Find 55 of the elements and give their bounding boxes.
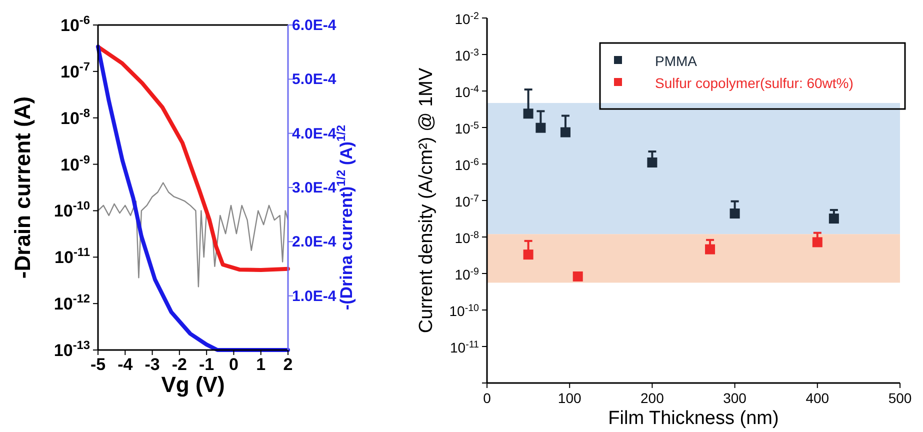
y-tick-label: 10$^{-11}$ xyxy=(54,245,90,268)
x-tick-label: 2 xyxy=(283,355,293,374)
y-tick-label: 10$^{-5}$ xyxy=(454,120,480,136)
x-axis-title: Film Thickness (nm) xyxy=(608,408,779,429)
x-tick-label: -3 xyxy=(144,355,160,374)
y-tick-label: 10$^{-7}$ xyxy=(60,59,90,82)
x-tick-label: 400 xyxy=(806,390,830,406)
y2-tick-label: 4.0E-4 xyxy=(292,125,337,142)
x-tick-label: 0 xyxy=(483,390,492,406)
y-axis-title: -Drain current (A) xyxy=(10,96,35,279)
point xyxy=(647,157,658,168)
x-tick-label: 300 xyxy=(723,390,747,406)
y-tick-label: 10$^{-7}$ xyxy=(454,193,479,210)
y-tick-label: 10$^{-2}$ xyxy=(454,10,479,27)
y-tick-label: 10$^{-8}$ xyxy=(454,230,480,246)
y2-tick-label: 1.0E-4 xyxy=(292,288,337,305)
line-series xyxy=(97,182,289,288)
point xyxy=(523,108,534,119)
y-tick-label: 10$^{-10}$ xyxy=(54,198,90,221)
point xyxy=(705,244,716,254)
y-tick-label: 10$^{-11}$ xyxy=(450,339,479,356)
point xyxy=(572,271,583,282)
legend-label: Sulfur copolymer(sulfur: 60wt%) xyxy=(655,75,854,91)
x-tick-label: -2 xyxy=(172,355,187,374)
y-tick-label: 10$^{-4}$ xyxy=(454,84,480,100)
point xyxy=(828,214,839,224)
y-tick-label: 10$^{-3}$ xyxy=(454,47,480,64)
y-tick-label: 10$^{-9}$ xyxy=(454,266,479,282)
y-tick-label: 10$^{-12}$ xyxy=(54,292,90,314)
y2-tick-label: 2.0E-4 xyxy=(292,234,337,251)
point xyxy=(536,122,546,133)
x-tick-label: 1 xyxy=(256,355,266,374)
x-tick-label: -1 xyxy=(199,355,214,374)
x-axis-title: Vg (V) xyxy=(161,372,225,397)
y-tick-label: 10$^{-13}$ xyxy=(54,338,90,360)
y2-tick-label: 3.0E-4 xyxy=(292,180,337,196)
legend-label: PMMA xyxy=(655,53,698,69)
y-tick-label: 10$^{-6}$ xyxy=(454,156,480,173)
y-tick-label: 10$^{-10}$ xyxy=(449,302,480,319)
x-tick-label: 200 xyxy=(640,390,664,406)
y2-tick-label: 5.0E-4 xyxy=(292,71,337,88)
y-tick-label: 10$^{-9}$ xyxy=(60,152,90,174)
y-axis-title: Current density (A/cm²) @ 1MV xyxy=(416,68,437,334)
point xyxy=(730,208,740,219)
y-tick-label: 10$^{-8}$ xyxy=(60,106,90,128)
x-tick-label: 500 xyxy=(888,390,912,406)
point xyxy=(523,250,534,260)
y2-tick-label: 6.0E-4 xyxy=(292,17,337,34)
point xyxy=(812,237,822,248)
x-tick-label: -5 xyxy=(90,355,106,374)
x-tick-label: -4 xyxy=(118,355,134,374)
x-tick-label: 100 xyxy=(558,390,582,406)
point xyxy=(560,127,570,138)
y-tick-label: 10$^{-6}$ xyxy=(60,13,90,35)
x-tick-label: 0 xyxy=(228,355,238,374)
